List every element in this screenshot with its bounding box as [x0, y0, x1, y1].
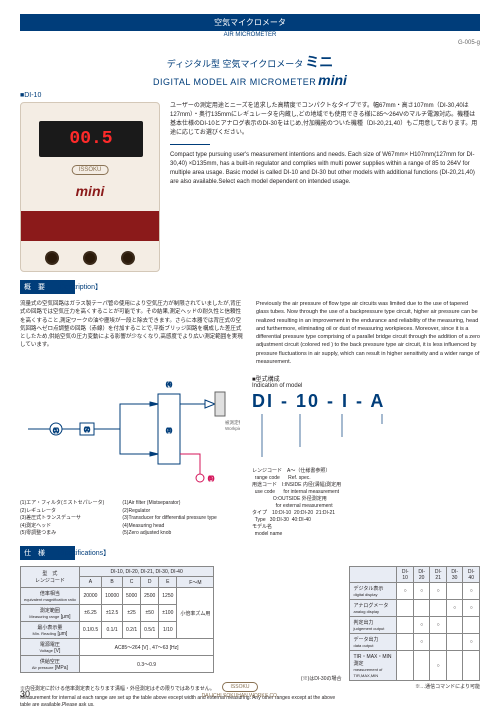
title-en: DIGITAL MODEL AIR MICROMETER	[153, 77, 316, 87]
hero-en: Compact type pursuing user's measurement…	[170, 151, 480, 187]
svg-text:(1): (1)	[53, 428, 59, 434]
knob	[121, 251, 135, 265]
footer: 30 ISSOKU DAI-ICHI SOKUHAN WORKS CO.	[20, 682, 480, 699]
svg-text:(5): (5)	[208, 476, 214, 482]
desc-en: Previously the air pressure of flow type…	[256, 300, 480, 366]
title-block: ディジタル型 空気マイクロメータ ミニ DIGITAL MODEL AIR MI…	[20, 52, 480, 88]
desc-jp: 流量式の空気回路はガラス製テーパ管の使用により空気圧力が制限されていましたが,背…	[20, 300, 244, 366]
spec-table-2: DI-10DI-20DI-21DI-30DI-40デジタル表示digital d…	[349, 566, 480, 681]
device-mini-label: mini	[76, 183, 105, 199]
modelind-en: Indication of model	[252, 383, 302, 389]
model-bracket	[252, 412, 412, 462]
device-knobs	[21, 251, 159, 265]
device-photo: 00.5 ISSOKU mini	[20, 102, 160, 272]
spec-head-jp: 仕 様	[24, 550, 45, 557]
section-description: 概 要 【Description】	[20, 280, 480, 294]
doc-code: G-005-g	[20, 40, 480, 46]
device-logo: ISSOKU	[72, 165, 109, 175]
desc-head-en: 【Description】	[53, 284, 102, 291]
spec-head-en: 【Specifications】	[53, 550, 110, 557]
title-jp: ディジタル型 空気マイクロメータ	[167, 59, 304, 69]
page-number: 30	[20, 689, 30, 699]
footer-logo-oval: ISSOKU	[222, 682, 259, 692]
spec-table-1: 型 式レンジコードDI-10, DI-20, DI-21, DI-30, DI-…	[20, 566, 214, 673]
category-sub: AIR MICROMETER	[20, 32, 480, 38]
title-big-jp: ミニ	[305, 54, 333, 70]
device-digits: 00.5	[69, 129, 112, 149]
hero-text: ユーザーの測定用途とニーズを追求した高精度でコンパクトなタイプです。幅67mm・…	[170, 102, 480, 272]
model-notes: レンジコード A～（仕様書参照） range code Ref. spec.用途…	[252, 468, 480, 538]
model-indication: ■型式構成Indication of model DI - 10 - I - A…	[252, 374, 480, 538]
knob	[83, 251, 97, 265]
hero-jp: ユーザーの測定用途とニーズを追求した高精度でコンパクトなタイプです。幅67mm・…	[170, 102, 480, 138]
model-code: DI - 10 - I - A	[252, 391, 480, 412]
footer-company: DAI-ICHI SOKUHAN WORKS CO.	[202, 693, 279, 699]
svg-text:(4): (4)	[166, 382, 172, 388]
svg-text:被測定物: 被測定物	[225, 419, 240, 426]
device-band	[21, 211, 159, 241]
svg-text:Workpiece: Workpiece	[225, 426, 240, 431]
device-display: 00.5	[39, 121, 143, 157]
knob	[45, 251, 59, 265]
category-header: 空気マイクロメータ	[20, 14, 480, 31]
desc-head-jp: 概 要	[24, 284, 45, 291]
circuit-diagram: (1) (2) (3) (4)	[20, 374, 240, 494]
model-label: ■DI-10	[20, 92, 480, 99]
svg-text:(2): (2)	[84, 427, 90, 433]
svg-text:(3): (3)	[166, 428, 172, 434]
section-spec: 仕 様 【Specifications】	[20, 546, 480, 560]
divider	[170, 144, 210, 145]
circuit-legend: (1)エア・フィルタ(ミストセパレータ)(2)レギュレータ(3)差圧式トランスデ…	[20, 500, 240, 538]
title-big-en: mini	[318, 72, 347, 88]
footer-logo: ISSOKU DAI-ICHI SOKUHAN WORKS CO.	[202, 682, 279, 699]
